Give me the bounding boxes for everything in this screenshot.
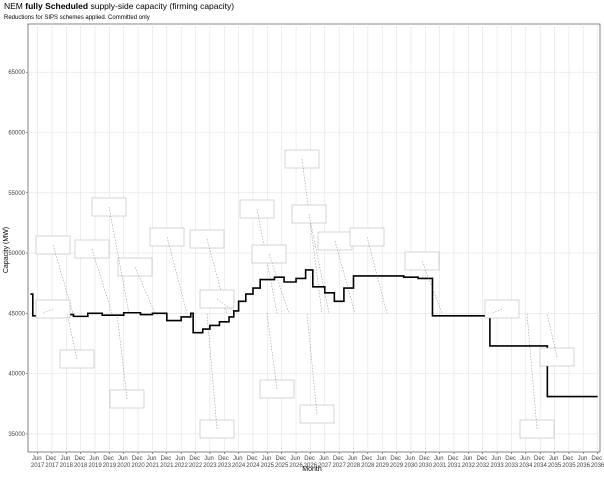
x-tick-label: Dec 2017	[45, 456, 59, 469]
y-tick-label: 60000	[8, 131, 25, 137]
x-tick-label: Jun 2017	[31, 456, 45, 469]
y-axis-label: Capacity (MW)	[3, 227, 10, 273]
x-tick-label: Dec 2019	[103, 456, 117, 469]
x-tick-label: Dec 2026	[304, 456, 318, 469]
x-tick-label: Dec 2027	[332, 456, 346, 469]
x-tick-label: Jun 2036	[577, 456, 591, 469]
x-tick-label: Dec 2036	[591, 456, 604, 469]
x-tick-label: Dec 2018	[74, 456, 88, 469]
x-tick-label: Jun 2032	[462, 456, 476, 469]
x-tick-label: Dec 2021	[160, 456, 174, 469]
y-tick-label: 50000	[8, 251, 25, 257]
y-tick-label: 55000	[8, 191, 25, 197]
x-tick-label: Dec 2022	[189, 456, 203, 469]
x-tick-label: Dec 2035	[562, 456, 576, 469]
annotation-leader	[216, 298, 238, 314]
x-tick-label: Jun 2025	[261, 456, 275, 469]
x-tick-label: Jun 2019	[88, 456, 102, 469]
x-tick-label: Dec 2020	[131, 456, 145, 469]
x-tick-label: Jun 2020	[117, 456, 131, 469]
x-tick-label: Jun 2023	[203, 456, 217, 469]
x-tick-label: Dec 2025	[275, 456, 289, 469]
x-tick-label: Dec 2024	[246, 456, 260, 469]
annotation-leader	[108, 206, 130, 314]
x-tick-label: Dec 2029	[390, 456, 404, 469]
chart-title: NEM fully Scheduled supply-side capacity…	[4, 1, 234, 11]
annotation-leader	[526, 313, 538, 430]
x-tick-label: Jun 2024	[232, 456, 246, 469]
annotation-leader	[91, 248, 113, 314]
annotation-leader	[166, 236, 188, 314]
annotation-leader	[42, 308, 54, 314]
x-tick-label: Dec 2034	[533, 456, 547, 469]
annotation-leader	[116, 313, 128, 400]
title-suffix: supply-side capacity (firming capacity)	[90, 1, 234, 11]
x-tick-label: Jun 2028	[347, 456, 361, 469]
capacity-step-line	[30, 269, 598, 398]
x-tick-label: Jun 2027	[318, 456, 332, 469]
annotation-leader	[134, 266, 156, 314]
x-tick-label: Jun 2031	[433, 456, 447, 469]
y-tick-label: 35000	[8, 432, 25, 438]
x-axis-label: Month	[302, 466, 322, 473]
x-tick-label: Jun 2018	[60, 456, 74, 469]
x-tick-label: Jun 2021	[146, 456, 160, 469]
x-tick-label: Jun 2026	[289, 456, 303, 469]
annotation-leader	[366, 236, 388, 314]
x-tick-label: Jun 2029	[376, 456, 390, 469]
x-tick-label: Dec 2023	[218, 456, 232, 469]
annotation-leader	[268, 253, 290, 314]
x-tick-label: Jun 2022	[174, 456, 188, 469]
annotation-leader	[308, 213, 330, 314]
annotation-leader	[206, 313, 218, 430]
title-bold: fully Scheduled	[25, 1, 88, 11]
annotation-leader	[491, 308, 503, 314]
x-tick-label: Dec 2033	[505, 456, 519, 469]
x-tick-label: Jun 2030	[404, 456, 418, 469]
x-tick-label: Dec 2031	[447, 456, 461, 469]
x-tick-label: Dec 2028	[361, 456, 375, 469]
annotation-leader	[546, 313, 558, 358]
x-tick-label: Dec 2030	[419, 456, 433, 469]
x-tick-label: Jun 2033	[490, 456, 504, 469]
x-tick-label: Jun 2034	[519, 456, 533, 469]
subtitle: Reductions for SIPS schemes applied. Com…	[4, 15, 150, 21]
x-tick-label: Dec 2032	[476, 456, 490, 469]
y-tick-label: 40000	[8, 372, 25, 378]
annotation-leader	[334, 240, 356, 314]
y-tick-label: 65000	[8, 70, 25, 76]
annotation-leader	[301, 158, 323, 314]
annotation-leader	[306, 313, 318, 415]
annotation-leader	[421, 260, 443, 314]
x-tick-label: Jun 2035	[548, 456, 562, 469]
title-prefix: NEM	[4, 1, 23, 11]
annotation-leader	[266, 313, 278, 390]
y-tick-label: 45000	[8, 311, 25, 317]
